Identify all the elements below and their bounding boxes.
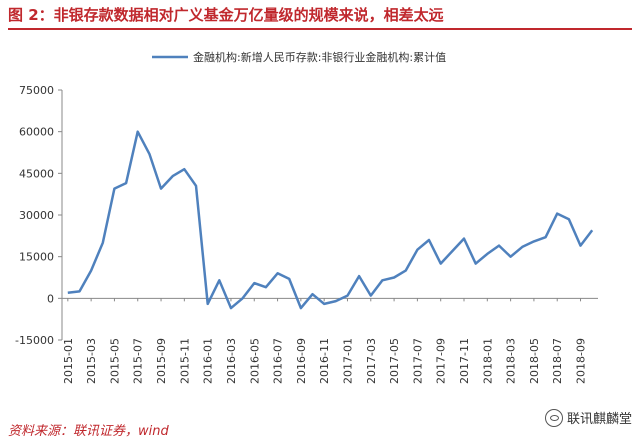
x-tick-label: 2016-09 xyxy=(295,338,308,384)
x-tick-label: 2016-01 xyxy=(202,338,215,384)
x-tick-label: 2015-05 xyxy=(108,338,121,384)
x-tick-label: 2017-11 xyxy=(458,338,471,384)
y-axis-labels: -15000 0 15000 30000 45000 60000 75000 xyxy=(15,84,54,347)
wechat-icon xyxy=(544,408,563,427)
x-tick-label: 2018-01 xyxy=(481,338,494,384)
y-tick-label: -15000 xyxy=(15,334,54,347)
x-tick-label: 2015-03 xyxy=(85,338,98,384)
x-tick-label: 2017-01 xyxy=(341,338,354,384)
y-tick-label: 15000 xyxy=(19,251,54,264)
x-tick-label: 2015-01 xyxy=(62,338,75,384)
x-tick-label: 2017-09 xyxy=(435,338,448,384)
series-line xyxy=(67,130,594,310)
x-tick-label: 2016-03 xyxy=(225,338,238,384)
x-tick-label: 2016-11 xyxy=(318,338,331,384)
x-tick-label: 2018-09 xyxy=(575,338,588,384)
watermark: 联讯麒麟堂 xyxy=(544,408,632,427)
figure-title: 图 2：非银存款数据相对广义基金万亿量级的规模来说，相差太远 xyxy=(8,6,444,24)
y-tick-label: 30000 xyxy=(19,209,54,222)
x-tick-label: 2016-07 xyxy=(272,338,285,384)
y-tick-label: 60000 xyxy=(19,126,54,139)
y-tick-label: 0 xyxy=(47,292,54,305)
legend-label: 金融机构:新增人民币存款:非银行业金融机构:累计值 xyxy=(193,50,446,64)
x-tick-label: 2018-07 xyxy=(551,338,564,384)
x-tick-label: 2017-05 xyxy=(388,338,401,384)
x-axis-labels: 2015-01 2015-03 2015-05 2015-07 2015-09 2015-… xyxy=(62,338,588,384)
chart-axes xyxy=(58,89,598,341)
title-divider xyxy=(8,28,632,30)
x-tick-label: 2017-03 xyxy=(365,338,378,384)
x-tick-label: 2017-07 xyxy=(411,338,424,384)
x-tick-label: 2016-05 xyxy=(248,338,261,384)
watermark-label: 联讯麒麟堂 xyxy=(566,412,632,427)
x-tick-label: 2018-05 xyxy=(528,338,541,384)
x-tick-label: 2015-07 xyxy=(132,338,145,384)
x-tick-label: 2015-09 xyxy=(155,338,168,384)
line-chart: 金融机构:新增人民币存款:非银行业金融机构:累计值 -15000 0 15000 30… xyxy=(15,50,598,384)
source-note: 资料来源：联讯证券，wind xyxy=(8,424,169,439)
y-tick-label: 45000 xyxy=(19,167,54,180)
x-tick-label: 2015-11 xyxy=(178,338,191,384)
legend: 金融机构:新增人民币存款:非银行业金融机构:累计值 xyxy=(152,50,446,64)
y-tick-label: 75000 xyxy=(19,84,54,97)
x-tick-label: 2018-03 xyxy=(505,338,518,384)
